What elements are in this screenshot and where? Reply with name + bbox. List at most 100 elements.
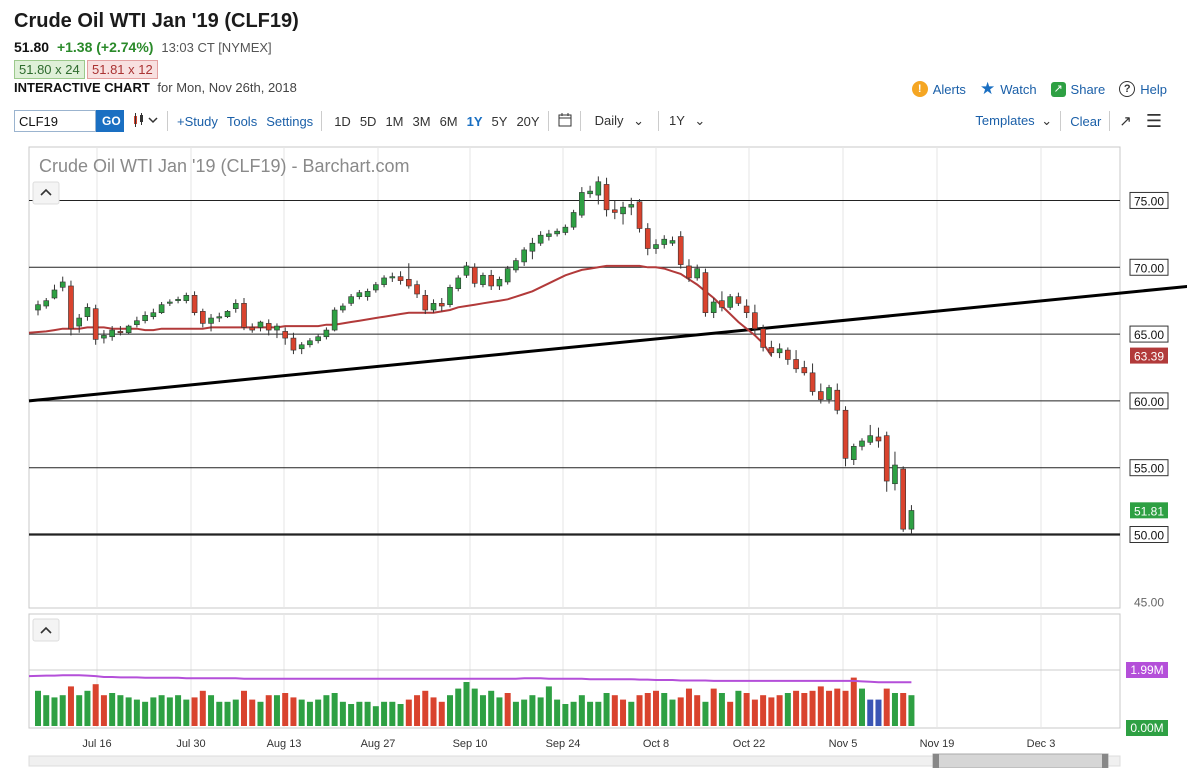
candle <box>579 187 585 218</box>
volume-bar <box>496 697 503 726</box>
symbol-input[interactable] <box>14 110 96 132</box>
trend-line <box>28 284 1187 403</box>
templates-label: Templates <box>975 113 1035 128</box>
tools-button[interactable]: Tools <box>226 113 258 129</box>
candle <box>743 299 750 319</box>
candle-body <box>257 321 264 328</box>
volume-bar <box>587 701 594 726</box>
candle-body <box>389 276 396 279</box>
help-link[interactable]: ? Help <box>1119 81 1167 97</box>
toolbar-divider <box>167 111 168 131</box>
watch-link[interactable]: ★ Watch <box>980 79 1037 99</box>
range-button[interactable]: 1Y <box>466 113 483 129</box>
chart-type-selector[interactable] <box>133 112 159 130</box>
volume-bar <box>883 688 890 726</box>
scrollbar-handle-left <box>933 754 939 768</box>
volume-bar <box>298 699 305 726</box>
chevron-up-icon <box>40 188 52 196</box>
candle <box>595 176 602 205</box>
interval-select[interactable]: Daily ⌄ <box>595 113 644 129</box>
candle-body <box>735 296 742 304</box>
candle-body <box>84 307 91 318</box>
range-button[interactable]: 1M <box>385 113 404 129</box>
candle-body <box>68 285 74 330</box>
time-scrollbar <box>28 755 1121 767</box>
candle-body <box>850 446 857 460</box>
share-link[interactable]: ↗ Share <box>1050 81 1105 97</box>
candle-body <box>620 206 626 215</box>
candle <box>562 224 569 236</box>
price-tick-box <box>1129 392 1169 410</box>
period-select[interactable]: 1Y ⌄ <box>669 113 705 129</box>
menu-icon[interactable]: ☰ <box>1145 110 1162 131</box>
candle-body <box>504 268 511 283</box>
candle-body <box>611 209 618 213</box>
go-button[interactable]: GO <box>96 110 124 132</box>
volume-bar <box>150 697 157 726</box>
calendar-icon[interactable] <box>558 112 572 130</box>
candle-body <box>554 230 560 235</box>
candle <box>611 200 618 220</box>
candle-body <box>834 389 841 411</box>
candle <box>191 291 198 316</box>
volume-bar <box>595 701 602 726</box>
range-button[interactable]: 5Y <box>491 113 508 129</box>
range-button[interactable]: 6M <box>439 113 458 129</box>
candle-body <box>167 301 173 304</box>
price-tag <box>1130 502 1168 519</box>
candle-body <box>373 284 379 291</box>
range-button[interactable]: 1D <box>334 113 351 129</box>
candle <box>59 276 66 292</box>
chart-title: Crude Oil WTI Jan '19 (CLF19) - Barchart… <box>39 156 410 176</box>
candle-body <box>290 337 297 351</box>
candle <box>768 340 775 357</box>
range-buttons: 1D 5D 1M 3M 6M 1Y 5Y 20Y <box>322 114 539 129</box>
volume-bar <box>801 693 808 726</box>
candle <box>373 281 379 293</box>
study-button[interactable]: +Study <box>177 113 218 129</box>
candle <box>307 338 313 348</box>
top-links: ! Alerts ★ Watch ↗ Share ? Help <box>911 79 1167 99</box>
date-axis-label: Oct 8 <box>643 738 669 750</box>
templates-select[interactable]: Templates ⌄ <box>975 113 1052 129</box>
range-button[interactable]: 3M <box>412 113 431 129</box>
volume-bar <box>685 688 692 726</box>
candle <box>224 310 231 319</box>
candle-body <box>710 301 717 313</box>
toolbar-divider <box>1109 111 1111 131</box>
candle-body <box>241 303 247 328</box>
candle-body <box>430 303 437 311</box>
volume-bar <box>644 693 651 726</box>
candle-body <box>274 325 280 331</box>
candle-body <box>125 325 132 334</box>
volume-bar <box>768 697 775 726</box>
candle <box>175 296 181 304</box>
volume-bar <box>323 695 330 726</box>
instrument-title: Crude Oil WTI Jan '19 (CLF19) <box>14 10 299 32</box>
volume-bar <box>405 699 412 726</box>
range-button[interactable]: 5D <box>359 113 377 129</box>
volume-bar <box>175 695 182 726</box>
candle-body <box>842 409 849 459</box>
candle <box>735 292 742 307</box>
clear-button[interactable]: Clear <box>1070 113 1102 129</box>
price-chart[interactable]: Crude Oil WTI Jan '19 (CLF19) - Barchart… <box>0 140 1187 768</box>
range-button[interactable]: 20Y <box>516 113 540 129</box>
candle <box>422 289 429 315</box>
candle <box>117 326 124 336</box>
settings-button[interactable]: Settings <box>266 113 314 129</box>
volume-bar <box>414 695 421 726</box>
candle-body <box>447 287 453 305</box>
volume-bar <box>389 701 396 726</box>
candle <box>677 231 684 269</box>
volume-bar <box>67 686 74 726</box>
candle-body <box>405 278 412 287</box>
volume-bar <box>784 693 791 726</box>
volume-bar <box>537 697 544 726</box>
candle-body <box>331 309 338 331</box>
alerts-link[interactable]: ! Alerts <box>911 81 966 97</box>
expand-icon[interactable]: ↗ <box>1119 113 1132 130</box>
candle-body <box>644 228 651 249</box>
volume-bar <box>760 695 767 726</box>
price-tick-label: 65.00 <box>1134 328 1164 342</box>
